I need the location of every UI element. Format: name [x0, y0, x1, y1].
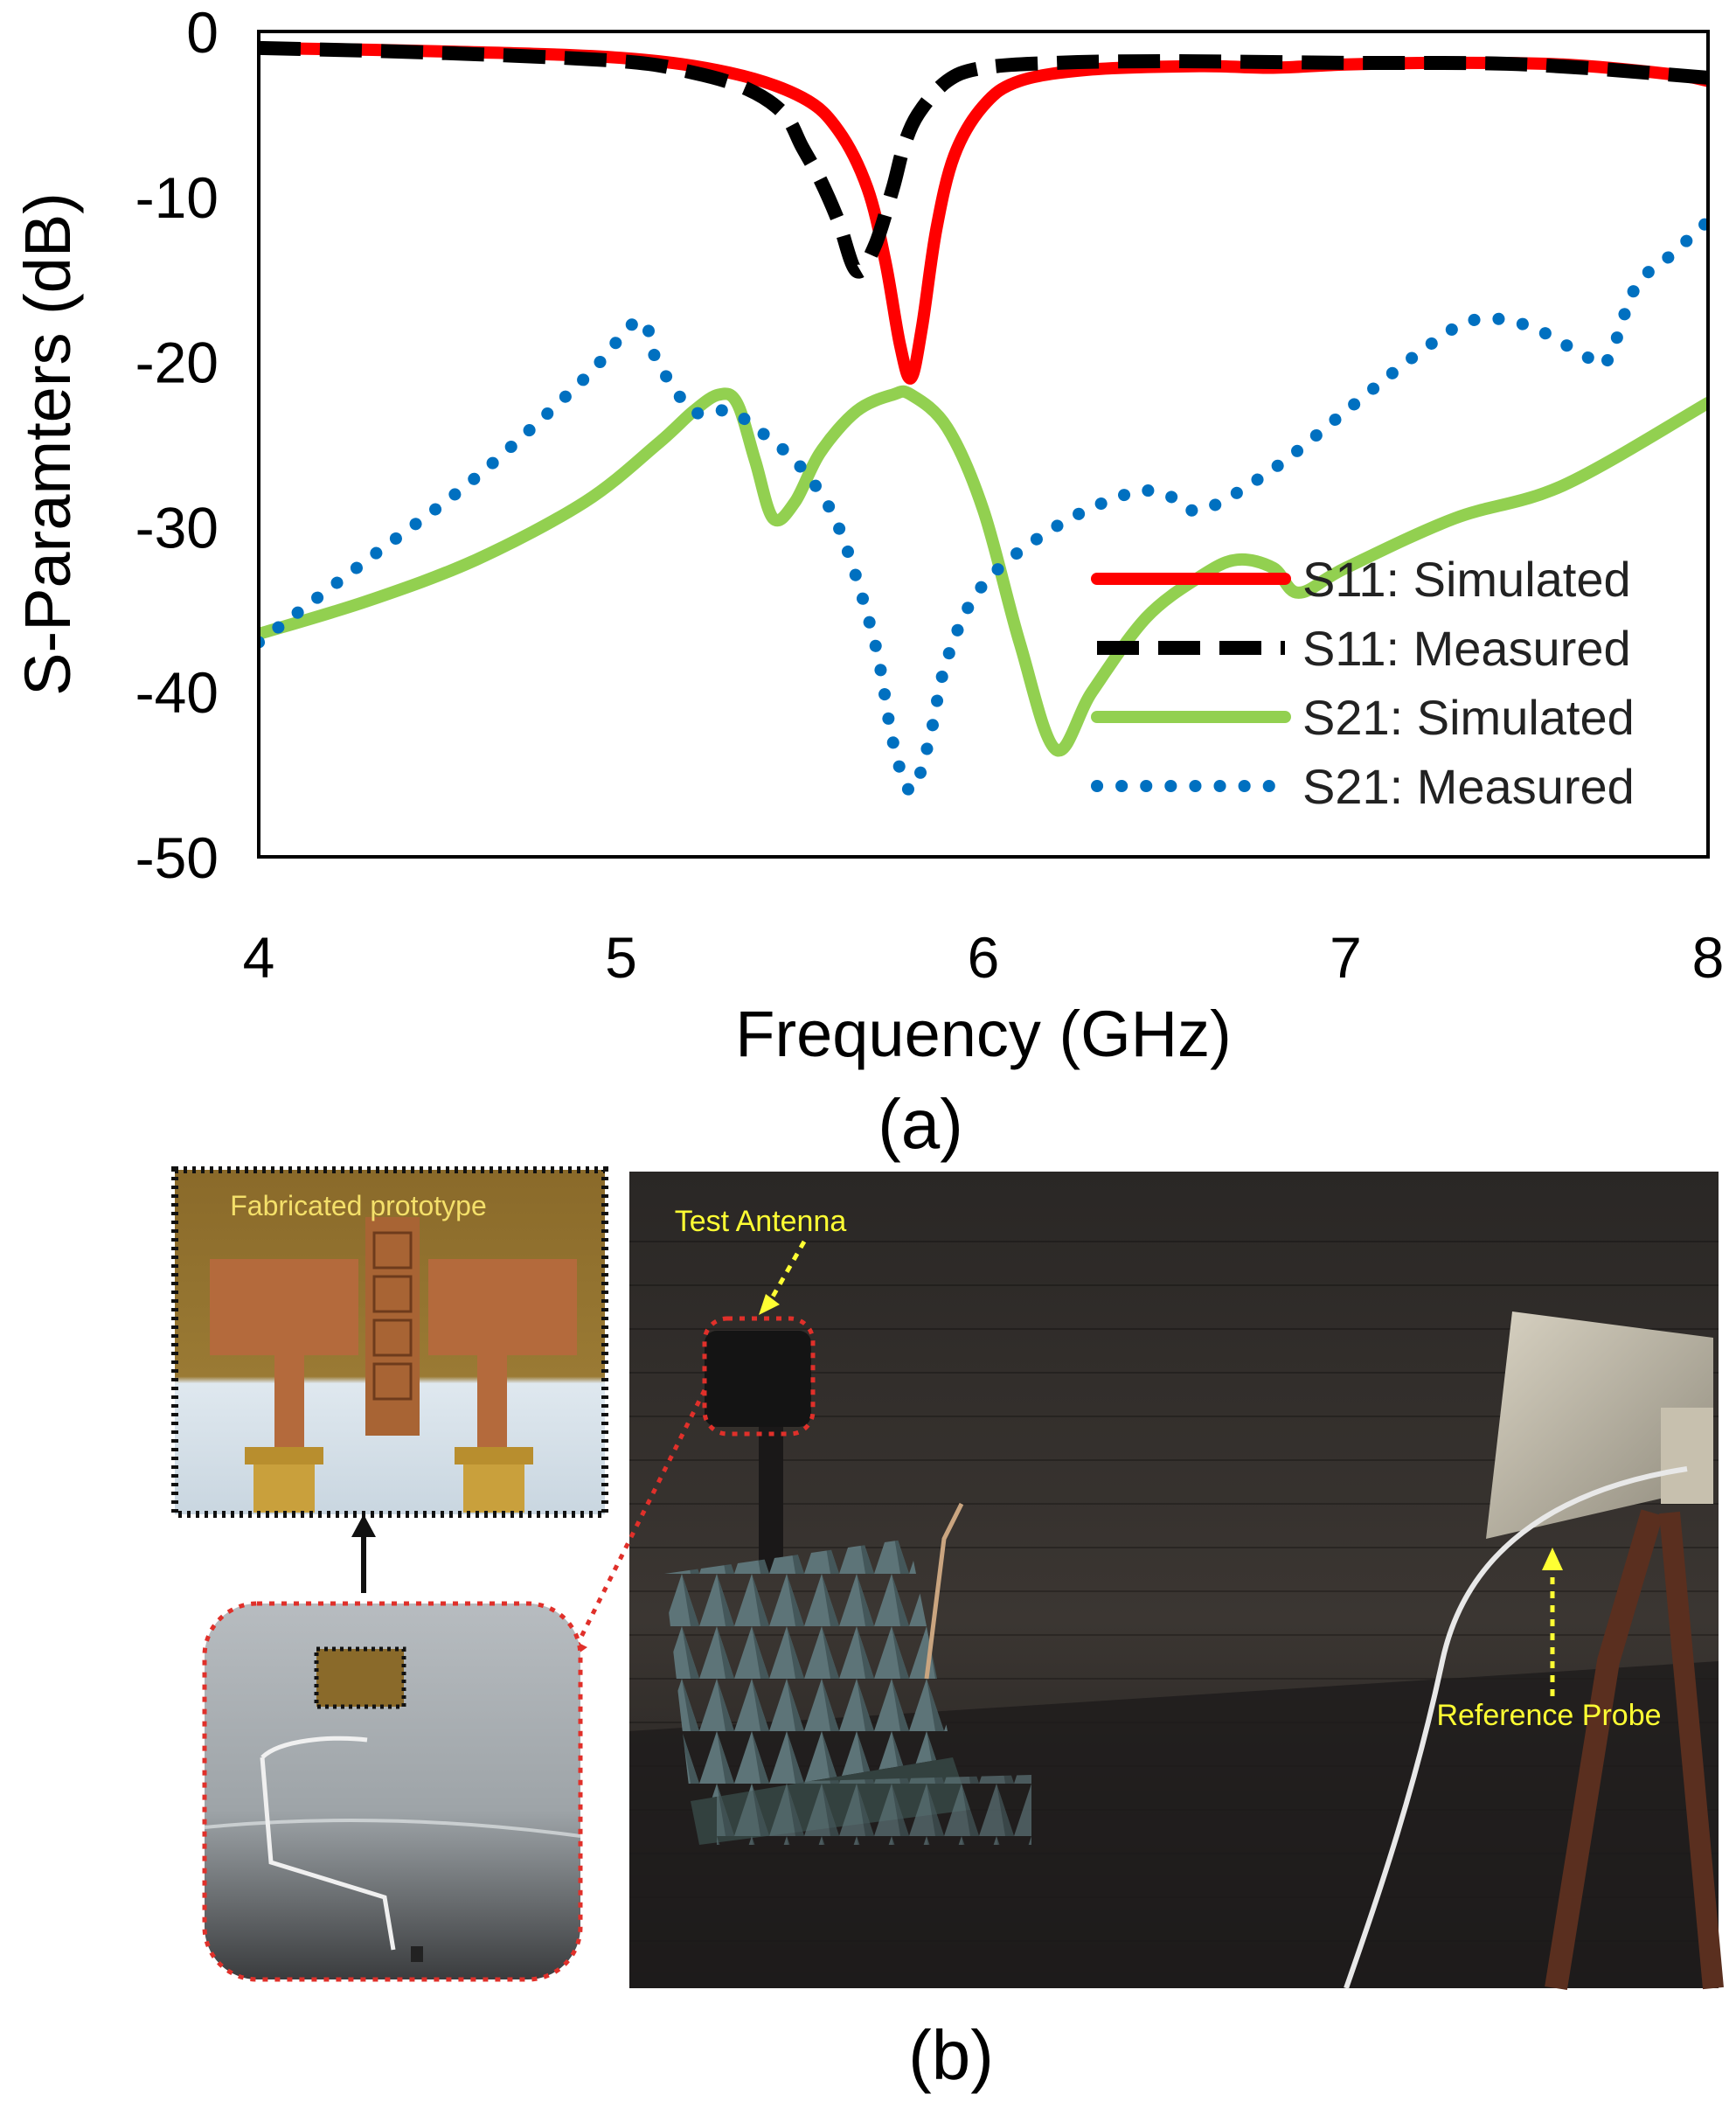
- chamber-photo: Test Antenna Reference Probe: [629, 1172, 1724, 1991]
- panel-a-label: (a): [878, 1085, 963, 1163]
- series-line-2: [259, 40, 1708, 279]
- y-axis-label: S-Paramters (dB): [11, 192, 84, 696]
- inset-label: Fabricated prototype: [230, 1190, 487, 1221]
- water-tank-inset: [202, 1601, 583, 1982]
- test-antenna: [705, 1331, 811, 1427]
- panel-b-label: (b): [908, 2016, 994, 2094]
- x-tick-labels: 4 5 6 7 8: [243, 925, 1725, 990]
- x-tick-label: 8: [1692, 925, 1725, 990]
- y-tick-label: -10: [135, 165, 219, 230]
- x-tick-label: 6: [968, 925, 1000, 990]
- series-line-3: [259, 385, 1708, 757]
- series-line-1: [259, 41, 1708, 385]
- x-tick-label: 5: [605, 925, 637, 990]
- test-antenna-label: Test Antenna: [675, 1205, 847, 1238]
- x-axis-label: Frequency (GHz): [735, 998, 1231, 1070]
- legend: S11: Simulated S11: Measured S21: Simulate…: [1091, 552, 1635, 814]
- y-tick-label: -20: [135, 330, 219, 395]
- y-tick-label: -50: [135, 825, 219, 890]
- legend-label-2: S11: Measured: [1302, 621, 1631, 676]
- x-tick-label: 7: [1330, 925, 1362, 990]
- chart: S11: Simulated S11: Measured S21: Simulate…: [11, 0, 1724, 1163]
- y-tick-label: -30: [135, 495, 219, 560]
- series-layer: [259, 40, 1708, 797]
- y-tick-label: -40: [135, 660, 219, 725]
- reference-probe-label: Reference Probe: [1436, 1699, 1661, 1732]
- y-tick-labels: 0 -10 -20 -30 -40 -50: [135, 0, 219, 890]
- x-tick-label: 4: [243, 925, 275, 990]
- y-tick-label: 0: [186, 0, 219, 65]
- prototype-inset: Fabricated prototype: [171, 1166, 608, 1518]
- legend-label-1: S11: Simulated: [1302, 552, 1631, 607]
- plot-frame: [257, 30, 1710, 859]
- legend-label-4: S21: Measured: [1302, 759, 1635, 814]
- photo-panel: Test Antenna Reference Probe: [171, 1166, 1724, 2094]
- reference-probe: [1344, 1311, 1724, 1991]
- series-line-4: [259, 215, 1708, 797]
- legend-label-3: S21: Simulated: [1302, 690, 1635, 745]
